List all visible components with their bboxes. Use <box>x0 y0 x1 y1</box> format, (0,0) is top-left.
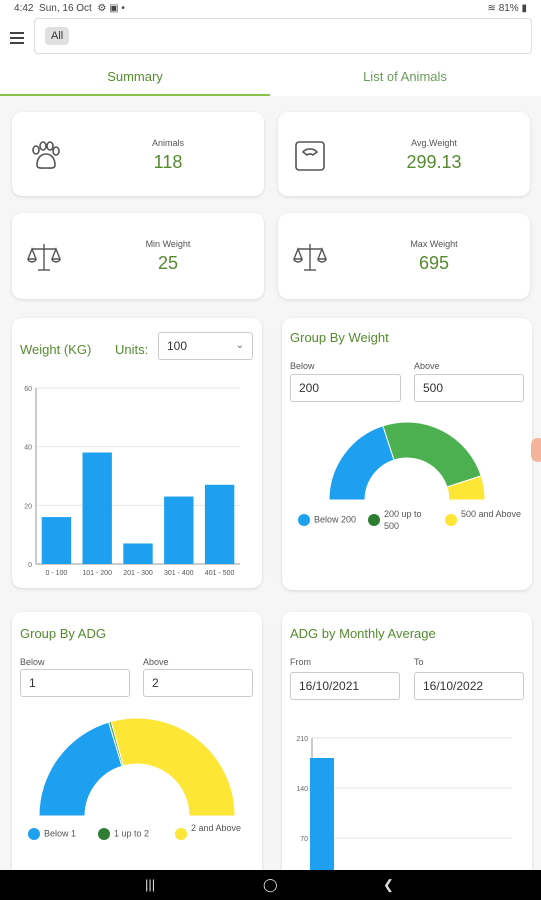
bar <box>164 496 194 564</box>
back-icon[interactable]: ❮ <box>383 877 394 892</box>
legend-dot <box>368 514 380 526</box>
adg-monthly-title: ADG by Monthly Average <box>290 626 436 641</box>
group-adg-title: Group By ADG <box>20 626 106 641</box>
status-icons: ⚙ ▣ • <box>97 3 125 14</box>
y-tick-label: 20 <box>24 503 32 510</box>
x-tick-label: 301 - 400 <box>164 570 194 577</box>
balance-scale-icon <box>292 244 328 271</box>
above-label: Above <box>414 361 440 371</box>
weight-bar-chart: 0 20 40 60 0 - 100 101 - 200 201 - 300 301 - 40… <box>24 386 240 577</box>
legend-2-above: 2 and Above <box>175 822 255 840</box>
max-weight-card: Max Weight 695 <box>278 213 530 299</box>
legend-dot <box>298 514 310 526</box>
legend-below-1: Below 1 <box>28 828 98 840</box>
below-adg-input[interactable]: 1 <box>20 669 130 697</box>
y-tick-label: 140 <box>296 786 308 793</box>
units-select[interactable]: 100 ⌄ <box>158 332 253 360</box>
x-tick-label: 401 - 500 <box>205 570 235 577</box>
group-by-adg-card: Group By ADG Below Above 1 2 Below 1 1 u… <box>12 612 262 882</box>
avg-weight-value: 299.13 <box>406 152 462 172</box>
max-weight-label: Max Weight <box>410 239 458 249</box>
weight-chart-card: Weight (KG) Units: 100 ⌄ 0 20 40 60 0 - 100 1… <box>12 318 262 588</box>
home-icon[interactable]: ◯ <box>263 877 278 892</box>
recent-apps-icon[interactable]: ||| <box>145 877 156 892</box>
battery-icon: ▮ <box>521 3 527 14</box>
units-label: Units: <box>115 342 149 357</box>
legend-below-200: Below 200 <box>298 514 368 526</box>
legend-200-500: 200 up to 500 <box>368 508 438 532</box>
system-nav-bar: ||| ◯ ❮ <box>0 870 541 900</box>
bar <box>310 758 334 882</box>
max-weight-value: 695 <box>418 253 450 273</box>
below-label: Below <box>290 361 315 371</box>
wifi-icon: ≋ <box>487 3 496 14</box>
below-weight-input[interactable]: 200 <box>290 374 401 402</box>
adg-monthly-card: ADG by Monthly Average From To 16/10/202… <box>282 612 532 882</box>
animals-value: 118 <box>153 152 183 172</box>
x-tick-label: 201 - 300 <box>123 570 153 577</box>
legend-dot <box>175 828 187 840</box>
min-weight-label: Min Weight <box>145 239 191 249</box>
tab-bar: Summary List of Animals <box>0 60 541 96</box>
status-bar: 4:42 Sun, 16 Oct ⚙ ▣ • ≋ 81% ▮ <box>0 0 541 18</box>
edge-panel-handle[interactable] <box>531 438 541 462</box>
bar <box>82 452 112 564</box>
y-tick-label: 210 <box>296 736 308 743</box>
gauge-slice <box>328 425 395 501</box>
gauge-slice <box>382 421 482 488</box>
filter-chip[interactable]: All <box>45 27 70 45</box>
legend-dot <box>28 828 40 840</box>
battery-level: 81% <box>498 3 519 14</box>
avg-weight-label: Avg.Weight <box>411 138 457 148</box>
from-date-input[interactable]: 16/10/2021 <box>290 672 400 700</box>
status-time: 4:42 <box>14 3 34 14</box>
x-tick-label: 101 - 200 <box>82 570 112 577</box>
gauge-slice <box>110 717 236 817</box>
min-weight-value: 25 <box>157 253 179 273</box>
adg-gauge-chart <box>38 717 236 817</box>
to-date-input[interactable]: 16/10/2022 <box>414 672 524 700</box>
y-tick-label: 40 <box>24 445 32 452</box>
balance-scale-icon <box>26 244 62 271</box>
legend-500-above: 500 and Above <box>445 508 525 526</box>
group-by-weight-card: Group By Weight Below Above 200 500 Belo… <box>282 318 532 590</box>
paw-icon <box>32 141 60 169</box>
gauge-slice <box>38 721 123 817</box>
tab-summary[interactable]: Summary <box>0 60 270 96</box>
menu-icon[interactable] <box>10 32 24 44</box>
weight-gauge-chart <box>328 421 486 501</box>
tab-list-of-animals[interactable]: List of Animals <box>363 69 447 84</box>
y-tick-label: 70 <box>300 836 308 843</box>
bar <box>123 543 153 564</box>
adg-monthly-bar-chart: 70 140 210 <box>296 736 512 882</box>
gauge-slice <box>446 475 486 501</box>
status-date: Sun, 16 Oct <box>39 3 92 14</box>
legend-dot <box>98 828 110 840</box>
animals-label: Animals <box>151 138 184 148</box>
above-weight-input[interactable]: 500 <box>414 374 524 402</box>
avg-weight-card: Avg.Weight 299.13 <box>278 112 530 196</box>
above-label: Above <box>143 657 169 667</box>
y-tick-label: 0 <box>28 562 32 569</box>
weight-chart-title: Weight (KG) <box>20 342 92 357</box>
below-label: Below <box>20 657 45 667</box>
units-value: 100 <box>167 339 188 353</box>
to-label: To <box>414 657 424 667</box>
chevron-down-icon: ⌄ <box>235 340 244 351</box>
animals-card: Animals 118 <box>12 112 264 196</box>
x-tick-label: 0 - 100 <box>46 570 68 577</box>
top-bar: All <box>0 18 541 60</box>
legend-1-to-2: 1 up to 2 <box>98 828 168 840</box>
group-weight-title: Group By Weight <box>290 330 389 345</box>
bar <box>41 517 72 564</box>
from-label: From <box>290 657 311 667</box>
y-tick-label: 60 <box>24 386 32 393</box>
min-weight-card: Min Weight 25 <box>12 213 264 299</box>
scale-icon <box>295 141 325 171</box>
above-adg-input[interactable]: 2 <box>143 669 253 697</box>
search-field[interactable]: All <box>34 18 532 54</box>
legend-dot <box>445 514 457 526</box>
bar <box>204 484 235 564</box>
